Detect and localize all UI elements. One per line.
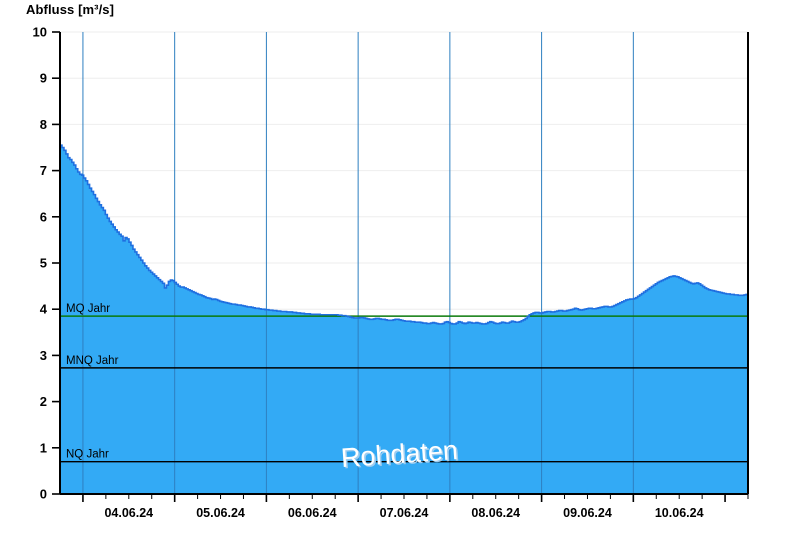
x-tick-label-2: 06.06.24 — [288, 506, 337, 520]
vertical-day-gridlines — [82, 32, 634, 494]
y-axis-title: Abfluss [m³/s] — [26, 2, 115, 17]
reference-label-1: MNQ Jahr — [66, 355, 119, 367]
y-tick-label-4: 4 — [40, 302, 48, 317]
watermark: Rohdaten Rohdaten — [340, 435, 461, 474]
y-tick-label-9: 9 — [40, 71, 47, 86]
y-tick-label-6: 6 — [40, 209, 47, 224]
reference-label-0: MQ Jahr — [66, 303, 110, 315]
y-tick-label-7: 7 — [40, 163, 47, 178]
y-tick-label-1: 1 — [40, 440, 47, 455]
y-tick-label-10: 10 — [33, 25, 47, 40]
discharge-area — [60, 145, 748, 494]
y-tick-label-5: 5 — [40, 256, 47, 271]
x-tick-label-3: 07.06.24 — [380, 506, 429, 520]
y-tick-label-8: 8 — [40, 117, 47, 132]
discharge-line — [60, 144, 748, 325]
y-axis-ticks: 0 1 2 3 4 5 6 7 8 9 10 — [33, 25, 60, 502]
x-tick-label-0: 04.06.24 — [104, 506, 153, 520]
y-tick-label-0: 0 — [40, 487, 47, 502]
y-tick-label-3: 3 — [40, 348, 47, 363]
series-group — [60, 32, 748, 494]
x-tick-label-5: 09.06.24 — [563, 506, 612, 520]
x-tick-label-6: 10.06.24 — [655, 506, 704, 520]
y-tick-label-2: 2 — [40, 394, 47, 409]
reference-line-labels: MQ Jahr MNQ Jahr NQ Jahr — [66, 303, 119, 461]
reference-lines — [60, 315, 748, 463]
x-axis-ticks: 04.06.24 05.06.24 06.06.24 07.06.24 08.06.24… — [82, 494, 749, 520]
reference-label-2: NQ Jahr — [66, 449, 109, 461]
x-tick-label-1: 05.06.24 — [196, 506, 245, 520]
x-tick-label-4: 08.06.24 — [471, 506, 520, 520]
